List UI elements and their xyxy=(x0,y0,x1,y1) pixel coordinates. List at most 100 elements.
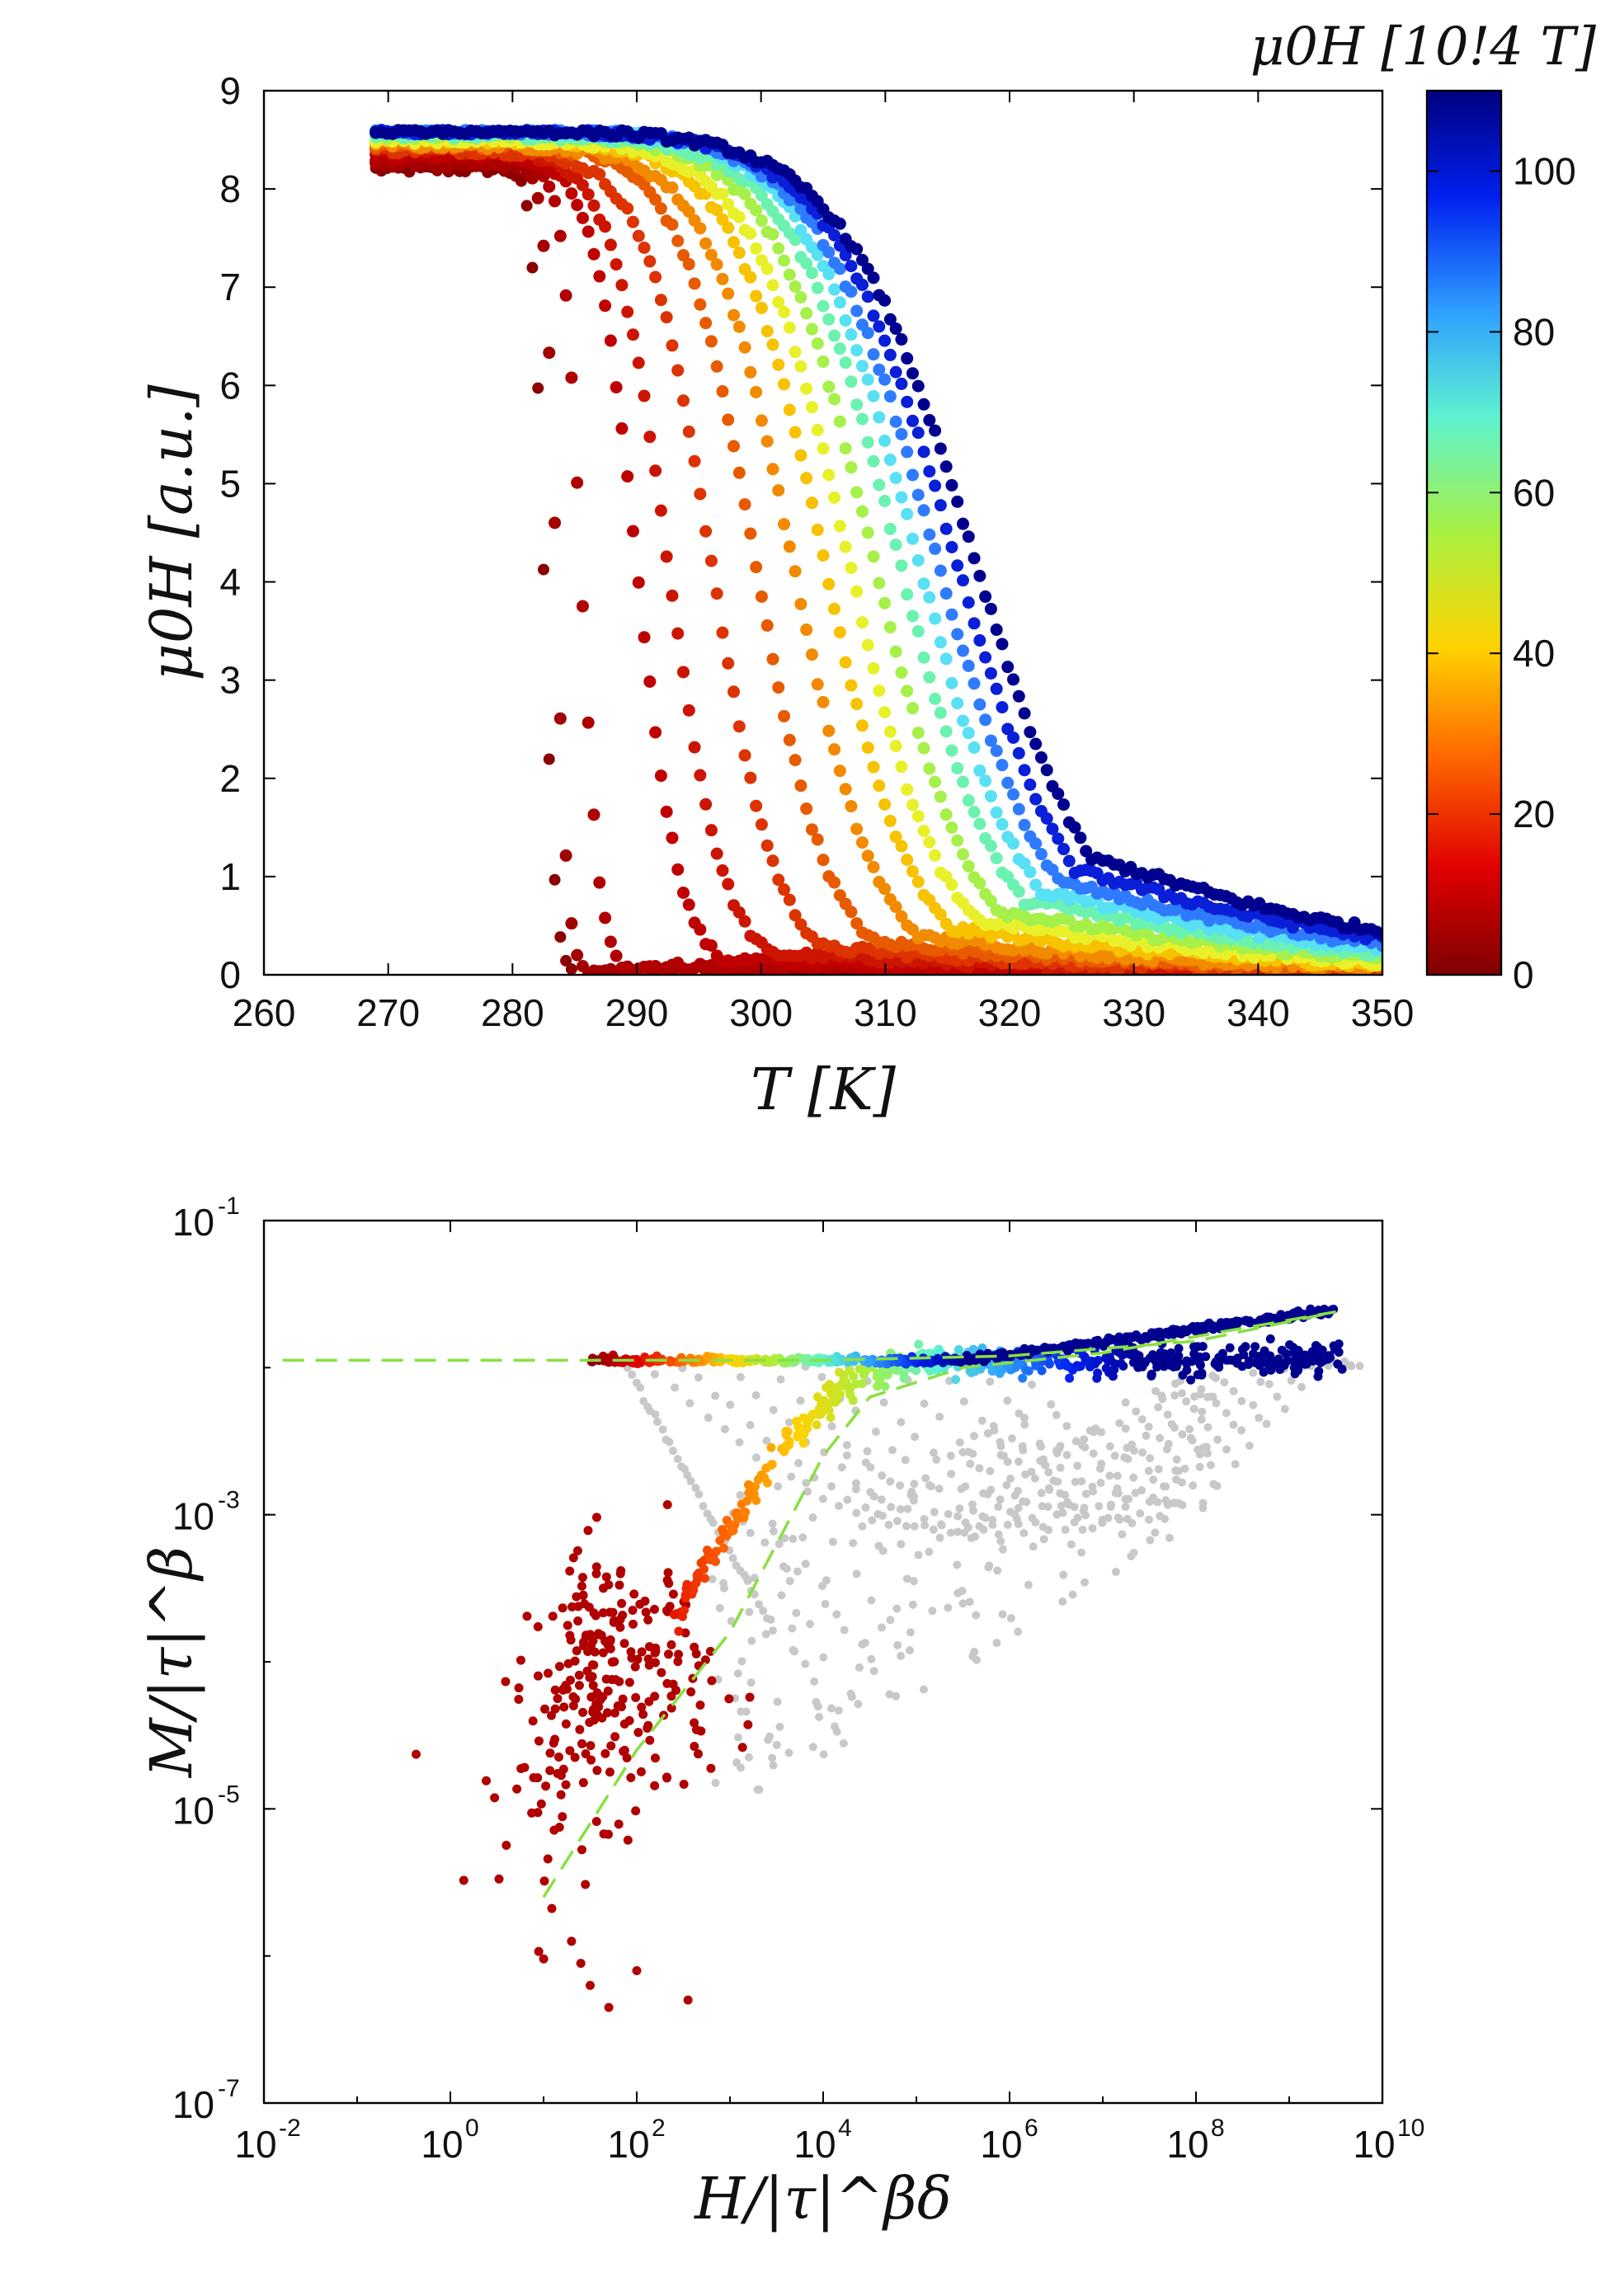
grey-point xyxy=(1190,1392,1199,1401)
top-point xyxy=(682,257,695,271)
top-point xyxy=(833,217,846,230)
grey-point xyxy=(1151,1386,1161,1395)
top-series-H13 xyxy=(370,124,1382,953)
top-point xyxy=(906,865,919,878)
upper-branch-point xyxy=(1093,1336,1103,1346)
top-point xyxy=(906,702,919,715)
grey-point xyxy=(993,1566,1002,1575)
top-point xyxy=(794,449,808,462)
grey-point xyxy=(986,1377,995,1386)
grey-point xyxy=(1062,1422,1071,1431)
top-point xyxy=(828,743,841,756)
grey-point xyxy=(742,1707,751,1716)
grey-point xyxy=(1105,1442,1114,1451)
red-point xyxy=(650,1753,660,1763)
grey-point xyxy=(792,1608,801,1617)
lower-branch-point xyxy=(873,1381,883,1391)
grey-point xyxy=(628,1370,637,1379)
top-point xyxy=(833,415,846,428)
grey-point xyxy=(1197,1415,1206,1424)
red-point xyxy=(588,1636,598,1646)
grey-point xyxy=(699,1502,708,1511)
top-point xyxy=(1034,751,1048,765)
top-point xyxy=(789,346,802,359)
grey-point xyxy=(1178,1430,1187,1439)
top-point xyxy=(621,470,634,483)
top-point xyxy=(778,518,791,531)
top-point xyxy=(850,698,864,711)
grey-point xyxy=(887,1503,896,1512)
grey-point xyxy=(1144,1466,1153,1475)
top-point xyxy=(783,540,796,553)
grey-point xyxy=(1182,1397,1191,1406)
red-point xyxy=(607,1657,617,1667)
upper-branch-point xyxy=(1101,1339,1111,1348)
top-point xyxy=(873,576,886,590)
top-point xyxy=(587,808,600,821)
grey-point xyxy=(708,1574,717,1583)
top-point xyxy=(732,906,746,919)
top-point xyxy=(643,255,657,268)
top-point xyxy=(766,338,779,351)
red-point xyxy=(558,1812,567,1822)
lower-branch-point xyxy=(798,1438,808,1448)
grey-point xyxy=(977,1416,986,1425)
red-point xyxy=(550,1704,560,1714)
lower-branch-point xyxy=(1288,1343,1298,1353)
top-point xyxy=(873,411,886,424)
lower-branch-point xyxy=(1178,1370,1188,1380)
upper-branch-point xyxy=(964,1356,974,1366)
top-point xyxy=(979,651,992,664)
red-point xyxy=(614,1819,624,1829)
bottom-y-tick-exponent: -7 xyxy=(218,2075,240,2102)
top-point xyxy=(895,666,908,680)
upper-branch-point xyxy=(770,1355,779,1365)
top-point xyxy=(704,335,718,348)
red-point xyxy=(533,1671,543,1681)
top-point xyxy=(666,589,679,602)
grey-point xyxy=(694,1373,703,1382)
grey-point xyxy=(793,1567,802,1576)
red-point xyxy=(632,1966,642,1975)
lower-branch-point xyxy=(812,1392,822,1402)
grey-point xyxy=(910,1480,919,1489)
top-point xyxy=(1007,673,1020,686)
lower-branch-point xyxy=(1293,1366,1303,1376)
grey-point xyxy=(868,1516,877,1525)
top-point xyxy=(755,590,768,603)
top-point xyxy=(811,523,824,536)
top-point xyxy=(817,299,830,313)
top-point xyxy=(934,790,947,803)
grey-point xyxy=(740,1570,749,1579)
bottom-y-axis-label: M/|τ|^β xyxy=(138,1546,205,1779)
top-point xyxy=(945,878,958,892)
grey-point xyxy=(996,1536,1005,1546)
top-point xyxy=(677,394,690,407)
colorbar xyxy=(1425,89,1503,976)
red-point xyxy=(706,1763,716,1773)
fit-curve-upper-fit xyxy=(282,1310,1336,1362)
top-point xyxy=(755,214,768,228)
top-point xyxy=(895,377,908,390)
red-point xyxy=(577,1581,586,1591)
grey-point xyxy=(773,1697,782,1706)
red-point xyxy=(641,1607,651,1617)
top-point xyxy=(789,565,802,578)
upper-branch-point xyxy=(1131,1330,1141,1340)
grey-point xyxy=(1136,1509,1145,1518)
lower-branch-point xyxy=(1118,1350,1128,1360)
top-point xyxy=(828,393,841,406)
top-point xyxy=(1062,854,1076,868)
grey-point xyxy=(789,1645,798,1654)
top-point xyxy=(850,917,864,930)
top-point xyxy=(778,883,791,896)
top-point xyxy=(772,873,785,887)
top-point xyxy=(576,211,589,224)
grey-point xyxy=(1059,1570,1068,1579)
grey-point xyxy=(1121,1503,1130,1512)
top-point xyxy=(833,626,846,639)
colorbar-tick-label: 60 xyxy=(1513,471,1555,514)
top-axes-box xyxy=(262,89,1384,976)
bottom-y-tick-label: 10 xyxy=(172,2083,214,2126)
red-point xyxy=(558,1603,567,1613)
